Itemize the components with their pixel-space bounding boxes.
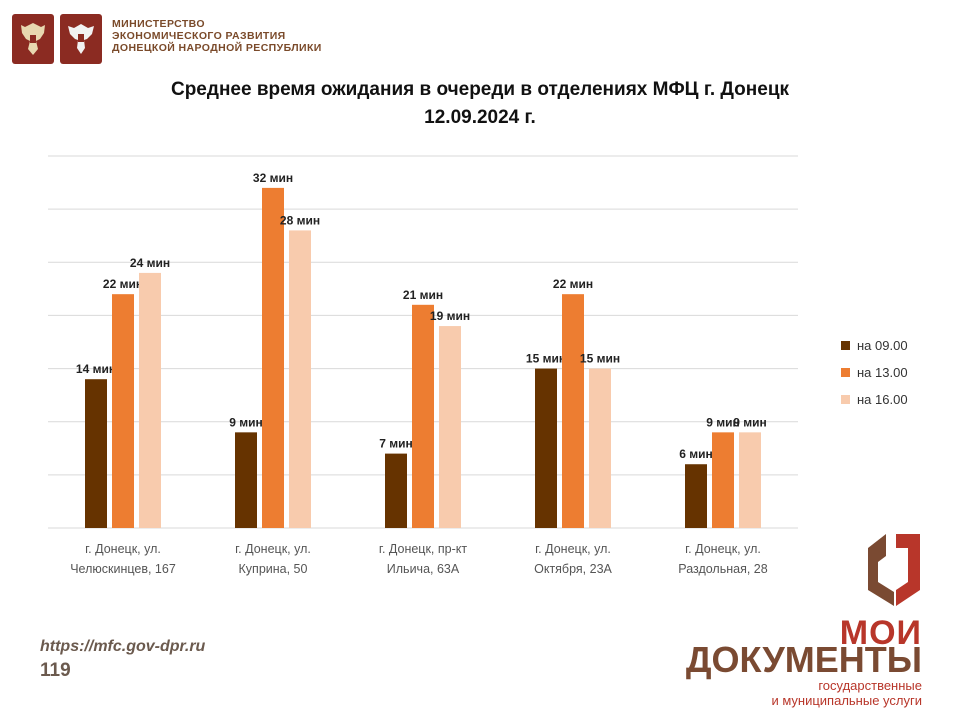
- category-label: г. Донецк, ул.: [85, 542, 161, 556]
- category-label: Куприна, 50: [239, 562, 308, 576]
- data-label: 9 мин: [706, 415, 740, 429]
- legend-item-0900: на 09.00: [841, 332, 908, 359]
- data-label: 15 мин: [526, 352, 566, 366]
- bar: [739, 432, 761, 528]
- data-label: 14 мин: [76, 362, 116, 376]
- chart-subtitle: 12.09.2024 г.: [424, 107, 536, 128]
- chart-title: Среднее время ожидания в очереди в отдел…: [170, 79, 790, 100]
- legend-swatch-1300: [841, 368, 850, 377]
- category-label: г. Донецк, ул.: [235, 542, 311, 556]
- data-label: 28 мин: [280, 213, 320, 227]
- brand-line-dokumenty: ДОКУМЕНТЫ: [685, 639, 922, 680]
- bar: [589, 368, 611, 528]
- bar: [535, 368, 557, 528]
- chart-title-block: Среднее время ожидания в очереди в отдел…: [0, 76, 960, 132]
- bar: [439, 326, 461, 528]
- moi-dokumenty-logo-icon: [868, 534, 920, 606]
- bar: [262, 187, 284, 528]
- brand-line-moi: МОИ: [839, 614, 922, 652]
- bar: [412, 304, 434, 528]
- coat-of-arms-emblem: [12, 14, 54, 64]
- bar: [139, 272, 161, 528]
- legend-swatch-0900: [841, 341, 850, 350]
- category-label: Челюскинцев, 167: [70, 562, 176, 576]
- category-label: г. Донецк, ул.: [685, 542, 761, 556]
- legend-item-1300: на 13.00: [841, 359, 908, 386]
- bar: [685, 464, 707, 528]
- category-label: г. Донецк, ул.: [535, 542, 611, 556]
- bar: [712, 432, 734, 528]
- ministry-line-2: ЭКОНОМИЧЕСКОГО РАЗВИТИЯ: [112, 30, 286, 42]
- bar: [235, 432, 257, 528]
- category-label: Ильича, 63А: [387, 562, 460, 576]
- bar: [85, 379, 107, 528]
- legend-label-1300: на 13.00: [857, 365, 908, 380]
- ministry-line-3: ДОНЕЦКОЙ НАРОДНОЙ РЕСПУБЛИКИ: [112, 42, 322, 54]
- data-label: 22 мин: [553, 277, 593, 291]
- data-label: 22 мин: [103, 277, 143, 291]
- data-label: 7 мин: [379, 437, 413, 451]
- bar: [562, 294, 584, 528]
- website-url: https://mfc.gov-dpr.ru: [40, 638, 206, 655]
- category-label: Октября, 23А: [534, 562, 612, 576]
- data-label: 19 мин: [430, 309, 470, 323]
- data-label: 9 мин: [733, 415, 767, 429]
- brand-subtitle-1: государственные: [818, 678, 922, 693]
- page-number: 119: [40, 660, 71, 681]
- brand-subtitle-2: и муниципальные услуги: [771, 693, 922, 708]
- chart-legend: на 09.00 на 13.00 на 16.00: [841, 332, 908, 413]
- data-label: 9 мин: [229, 415, 263, 429]
- moi-dokumenty-brand: МОИ ДОКУМЕНТЫ государственные и муниципа…: [686, 530, 922, 710]
- ministry-name: МИНИСТЕРСТВО ЭКОНОМИЧЕСКОГО РАЗВИТИЯ ДОН…: [112, 18, 322, 54]
- category-label: Раздольная, 28: [678, 562, 767, 576]
- data-label: 15 мин: [580, 352, 620, 366]
- bar: [112, 294, 134, 528]
- ministry-line-1: МИНИСТЕРСТВО: [112, 18, 205, 30]
- bar: [289, 230, 311, 528]
- data-label: 21 мин: [403, 288, 443, 302]
- bar: [385, 453, 407, 528]
- legend-label-1600: на 16.00: [857, 392, 908, 407]
- header-logos: МИНИСТЕРСТВО ЭКОНОМИЧЕСКОГО РАЗВИТИЯ ДОН…: [12, 14, 322, 64]
- legend-swatch-1600: [841, 395, 850, 404]
- dpr-emblem: [60, 14, 102, 64]
- category-label: г. Донецк, пр-кт: [379, 542, 467, 556]
- legend-item-1600: на 16.00: [841, 386, 908, 413]
- data-label: 32 мин: [253, 171, 293, 185]
- data-label: 6 мин: [679, 447, 713, 461]
- data-label: 24 мин: [130, 256, 170, 270]
- legend-label-0900: на 09.00: [857, 338, 908, 353]
